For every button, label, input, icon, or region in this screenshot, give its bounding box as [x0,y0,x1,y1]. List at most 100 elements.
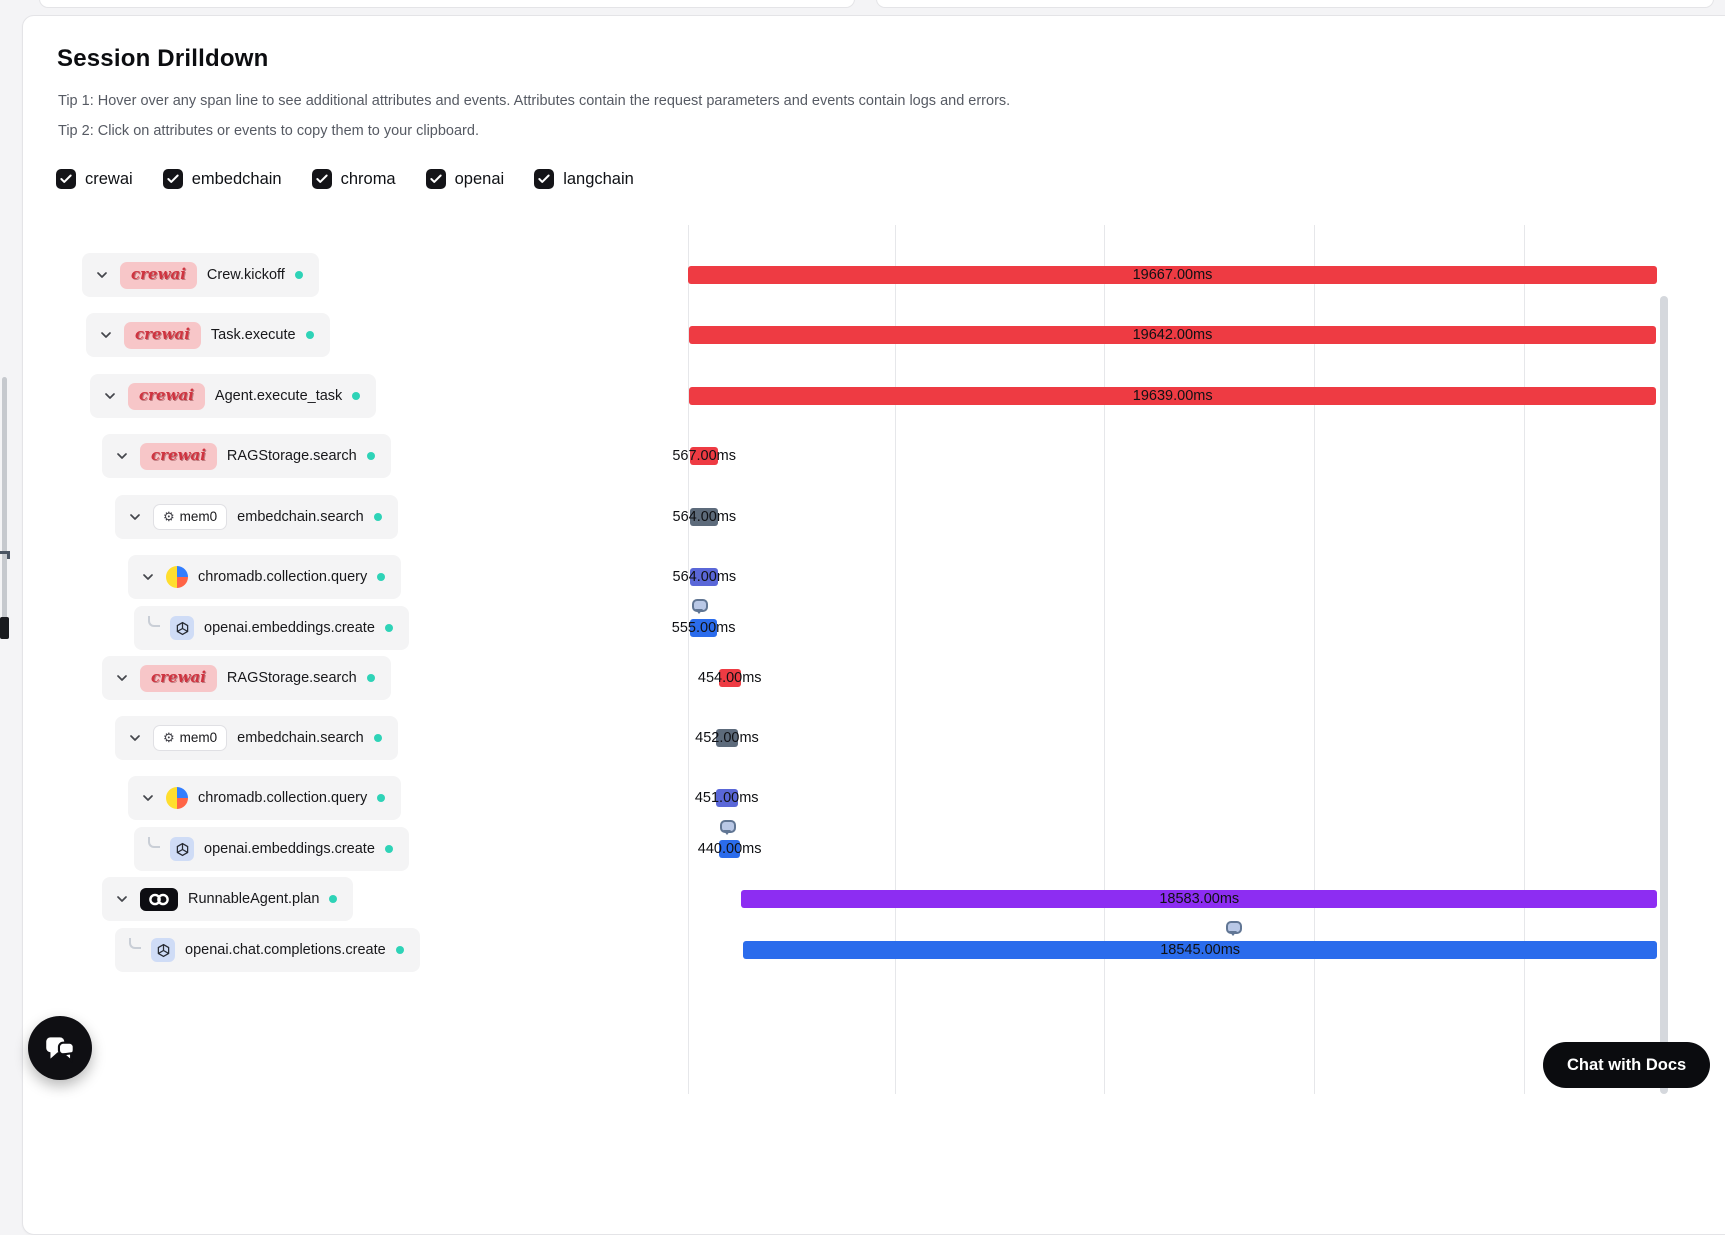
gear-icon: ⚙ [163,730,175,746]
status-dot [384,624,393,632]
trace-row: crewai Task.execute 19642.00ms [0,306,1725,364]
span-duration-label: 19642.00ms [1132,327,1213,343]
trace-row: crewai RAGStorage.search 454.00ms [0,649,1725,707]
span-tree-item[interactable]: RunnableAgent.plan [102,877,354,921]
filter-label: embedchain [191,169,282,188]
span-duration-bar[interactable] [689,619,718,637]
status-dot [395,946,404,954]
filter-checkbox[interactable] [534,169,555,189]
span-duration-label: 567.00ms [672,448,737,464]
expand-chevron-icon[interactable] [94,267,110,283]
span-name: openai.embeddings.create [204,620,375,636]
span-tree-item[interactable]: crewai Crew.kickoff [82,253,319,297]
span-duration-bar[interactable] [715,729,739,747]
expand-chevron-icon[interactable] [140,790,156,806]
filter-embedchain[interactable]: embedchain [162,169,282,189]
span-duration-label: 555.00ms [671,620,736,636]
span-duration-bar[interactable] [718,840,741,858]
span-duration-bar[interactable] [718,669,741,687]
span-tree-item[interactable]: openai.embeddings.create [134,827,409,871]
span-name: Agent.execute_task [214,388,343,404]
trace-row: chromadb.collection.query 451.00ms [0,769,1725,827]
status-dot [329,895,338,903]
tip-2-text: Tip 2: Click on attributes or events to … [58,123,479,139]
trace-row: RunnableAgent.plan 18583.00ms [0,870,1725,928]
span-tree-item[interactable]: openai.chat.completions.create [115,928,420,972]
filter-checkbox[interactable] [311,169,332,189]
gear-icon: ⚙ [163,509,175,525]
span-duration-label: 564.00ms [672,509,737,525]
span-tree-item[interactable]: openai.embeddings.create [134,606,409,650]
openai-logo [151,938,175,962]
event-bubble-icon[interactable] [691,599,708,614]
filter-openai[interactable]: openai [425,169,504,189]
span-tree-item[interactable]: ⚙ mem0 embedchain.search [115,716,398,760]
expand-chevron-icon[interactable] [114,448,130,464]
tree-connector-icon [148,836,160,848]
trace-row: ⚙ mem0 embedchain.search 564.00ms [0,488,1725,546]
expand-chevron-icon[interactable] [140,569,156,585]
span-tree-item[interactable]: ⚙ mem0 embedchain.search [115,495,398,539]
chat-with-docs-button[interactable]: Chat with Docs [1543,1042,1711,1088]
mem0-label: mem0 [179,729,218,745]
expand-chevron-icon[interactable] [102,388,118,404]
langchain-logo [140,887,178,911]
left-scrollbar[interactable] [2,377,7,639]
span-duration-bar[interactable] [688,387,1657,405]
span-tree-item[interactable]: crewai Agent.execute_task [90,374,377,418]
span-duration-bar[interactable] [743,941,1657,959]
filter-checkbox[interactable] [56,169,76,189]
status-dot [366,674,375,682]
filter-checkbox[interactable] [425,169,446,189]
timeline-gridline [1314,225,1315,1094]
span-duration-bar[interactable] [690,447,719,465]
span-name: openai.chat.completions.create [185,942,386,958]
chat-widget-button[interactable] [28,1016,92,1080]
span-duration-bar[interactable] [688,266,1657,284]
trace-row: chromadb.collection.query 564.00ms [0,548,1725,606]
span-tree-item[interactable]: crewai RAGStorage.search [102,656,391,700]
span-duration-label: 452.00ms [695,730,759,746]
span-duration-label: 18545.00ms [1160,942,1241,958]
status-dot [384,845,393,853]
crewai-logo: crewai [128,382,205,410]
span-name: Crew.kickoff [206,267,285,283]
span-tree-item[interactable]: chromadb.collection.query [128,776,402,820]
span-name: Task.execute [210,327,296,343]
span-duration-bar[interactable] [741,890,1658,908]
event-bubble-icon[interactable] [1225,921,1242,936]
crewai-logo: crewai [120,261,197,289]
vertical-scrollbar[interactable] [1660,296,1668,1094]
filter-crewai[interactable]: crewai [56,169,133,189]
span-tree-item[interactable]: chromadb.collection.query [128,555,402,599]
tip-1-text: Tip 1: Hover over any span line to see a… [58,93,1011,109]
status-dot [352,392,361,400]
expand-chevron-icon[interactable] [114,891,130,907]
span-duration-bar[interactable] [688,326,1657,344]
status-dot [305,331,314,339]
expand-chevron-icon[interactable] [127,730,143,746]
timeline-gridline [1104,225,1105,1094]
span-name: openai.embeddings.create [204,841,375,857]
expand-chevron-icon[interactable] [114,670,130,686]
filter-langchain[interactable]: langchain [534,169,634,189]
status-dot [366,452,375,460]
status-dot [294,271,303,279]
trace-row: openai.embeddings.create 440.00ms [0,820,1725,878]
timeline-gridline [688,225,689,1094]
span-duration-bar[interactable] [715,789,738,807]
span-duration-bar[interactable] [690,568,719,586]
expand-chevron-icon[interactable] [127,509,143,525]
chroma-logo [166,787,188,809]
filter-chroma[interactable]: chroma [311,169,396,189]
tree-connector-icon [148,615,160,627]
trace-row: openai.embeddings.create 555.00ms [0,599,1725,657]
event-bubble-icon[interactable] [719,820,736,835]
span-tree-item[interactable]: crewai RAGStorage.search [102,434,391,478]
span-tree-item[interactable]: crewai Task.execute [86,313,330,357]
span-duration-label: 18583.00ms [1159,891,1240,907]
filter-checkbox[interactable] [162,169,183,189]
expand-chevron-icon[interactable] [98,327,114,343]
span-duration-bar[interactable] [690,508,719,526]
left-edge-artifact [0,617,9,639]
